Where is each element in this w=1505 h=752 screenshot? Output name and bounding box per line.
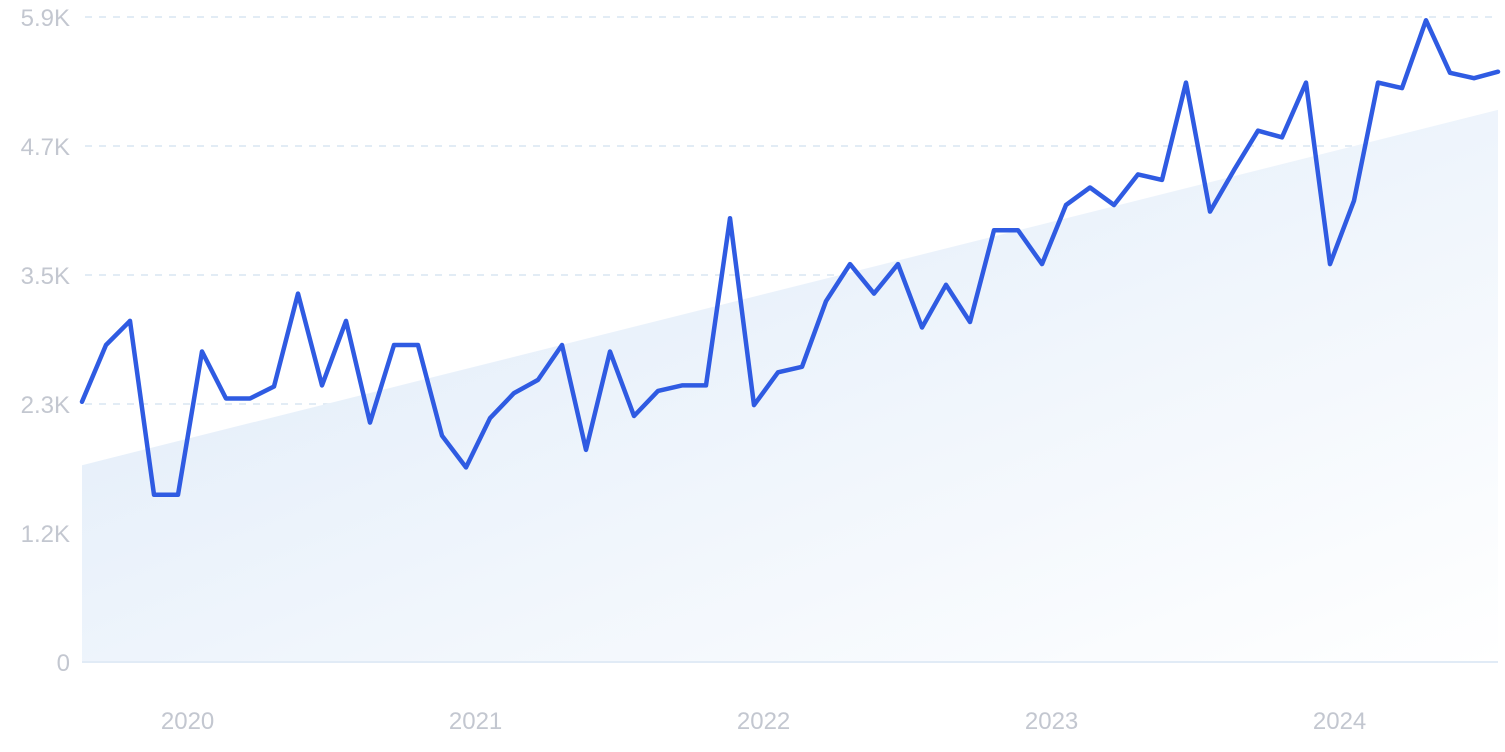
y-tick-label: 5.9K bbox=[21, 5, 70, 32]
x-tick-label: 2024 bbox=[1313, 708, 1366, 735]
trend-area bbox=[82, 109, 1498, 663]
x-tick-label: 2022 bbox=[737, 708, 790, 735]
x-axis-ticks: 2020 2021 2022 2023 2024 bbox=[161, 708, 1366, 735]
series-line bbox=[79, 18, 1501, 497]
x-tick-label: 2023 bbox=[1025, 708, 1078, 735]
x-tick-label: 2020 bbox=[161, 708, 214, 735]
y-tick-label: 0 bbox=[57, 650, 70, 677]
y-tick-label: 4.7K bbox=[21, 134, 70, 161]
y-tick-label: 2.3K bbox=[21, 392, 70, 419]
x-tick-label: 2021 bbox=[449, 708, 502, 735]
y-axis-ticks: 0 1.2K 2.3K 3.5K 4.7K 5.9K bbox=[21, 5, 70, 677]
y-tick-label: 3.5K bbox=[21, 263, 70, 290]
y-tick-label: 1.2K bbox=[21, 521, 70, 548]
